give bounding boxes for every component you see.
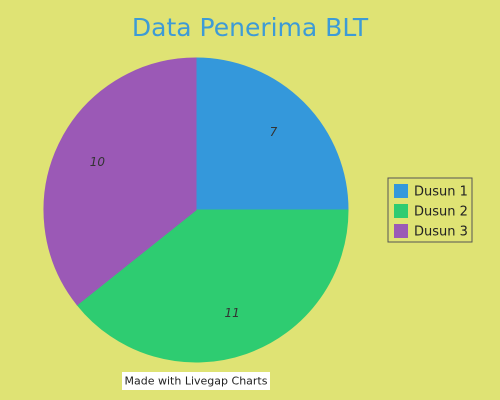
legend-swatch: [394, 224, 408, 238]
pie-slice: [195, 57, 349, 211]
legend-box: [387, 177, 473, 243]
data-label: 11: [225, 306, 240, 320]
legend-label: Dusun 2: [414, 205, 468, 220]
data-label: 10: [90, 155, 106, 169]
pie-slice: [43, 57, 197, 306]
legend-label: Dusun 1: [414, 185, 468, 200]
chart-title: Data Penerima BLT: [132, 13, 369, 42]
pie-slice: [76, 209, 349, 363]
credit: Made with Livegap Charts: [125, 375, 268, 388]
data-label: 7: [270, 125, 278, 139]
legend-swatch: [394, 184, 408, 198]
legend-swatch: [394, 204, 408, 218]
legend-label: Dusun 3: [414, 225, 468, 240]
credit-box: [122, 372, 270, 390]
